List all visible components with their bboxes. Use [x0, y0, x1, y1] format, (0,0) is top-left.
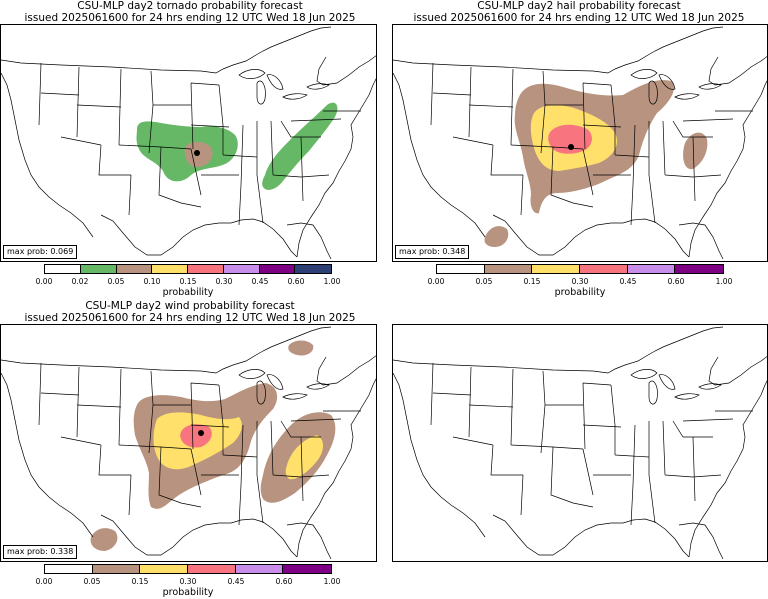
tornado-colorbar-segment: [152, 265, 188, 273]
tornado-colorbar-tick: 0.15: [179, 277, 197, 286]
tornado-max-marker: [194, 150, 200, 156]
tornado-title-line1: CSU-MLP day2 tornado probability forecas…: [77, 0, 303, 12]
wind-prob-area-005c: [288, 340, 314, 356]
wind-colorbar-label: probability: [162, 587, 214, 598]
tornado-colorbar-segment: [295, 265, 331, 273]
wind-colorbar-tick: 0.05: [83, 577, 101, 586]
hail-colorbar-tick: 0.00: [427, 277, 445, 286]
tornado-colorbar-ticks: 0.00 0.02 0.05 0.10 0.15 0.30 0.45 0.60 1.00: [36, 277, 341, 287]
hail-colorbar: [436, 264, 724, 274]
hail-panel: CSU-MLP day2 hail probability forecast i…: [390, 0, 768, 300]
tornado-colorbar-tick: 0.45: [251, 277, 269, 286]
hail-max-prob: max prob: 0.348: [395, 245, 470, 259]
tornado-colorbar-tick: 0.05: [107, 277, 125, 286]
hail-colorbar-segment: [627, 265, 676, 273]
tornado-colorbar-tick: 0.60: [287, 277, 305, 286]
tornado-max-prob: max prob: 0.069: [3, 245, 78, 259]
wind-colorbar-segment: [45, 565, 93, 573]
hail-colorbar-segment: [579, 265, 628, 273]
hail-prob-area-005b: [683, 132, 708, 170]
hail-colorbar-tick: 0.05: [475, 277, 493, 286]
hail-colorbar-label: probability: [554, 287, 606, 298]
wind-colorbar-segment: [92, 565, 141, 573]
hail-title-line1: CSU-MLP day2 hail probability forecast: [477, 0, 681, 12]
empty-map: [392, 324, 768, 562]
wind-colorbar-tick: 0.00: [35, 577, 53, 586]
wind-panel: CSU-MLP day2 wind probability forecast i…: [0, 300, 380, 599]
wind-colorbar-ticks: 0.00 0.05 0.15 0.30 0.45 0.60 1.00: [36, 577, 341, 587]
tornado-colorbar-segment: [188, 265, 224, 273]
empty-panel: [390, 300, 768, 599]
hail-colorbar-segment: [532, 265, 580, 273]
hail-colorbar-segment: [675, 265, 723, 273]
wind-title-line2: issued 2025061600 for 24 hrs ending 12 U…: [24, 312, 356, 324]
tornado-prob-area-002b: [262, 102, 338, 190]
hail-map: max prob: 0.348: [392, 24, 768, 262]
hail-colorbar-tick: 0.60: [667, 277, 685, 286]
hail-colorbar-tick: 0.15: [523, 277, 541, 286]
hail-colorbar-tick: 0.45: [619, 277, 637, 286]
tornado-colorbar-tick: 0.02: [71, 277, 89, 286]
hail-colorbar-segment: [437, 265, 485, 273]
wind-title-line1: CSU-MLP day2 wind probability forecast: [85, 300, 295, 312]
hail-max-marker: [568, 144, 574, 150]
wind-colorbar-tick: 0.30: [179, 577, 197, 586]
wind-prob-area-015b: [285, 435, 323, 480]
tornado-colorbar-segment: [116, 265, 153, 273]
hail-colorbar-tick: 0.30: [571, 277, 589, 286]
tornado-map: max prob: 0.069: [0, 24, 377, 262]
tornado-colorbar-segment: [45, 265, 81, 273]
tornado-colorbar-segment: [223, 265, 260, 273]
wind-colorbar-tick: 0.60: [275, 577, 293, 586]
wind-colorbar-segment: [283, 565, 331, 573]
wind-prob-area-005d: [90, 528, 118, 551]
wind-map: max prob: 0.338: [0, 324, 377, 562]
wind-colorbar-tick: 1.00: [323, 577, 341, 586]
wind-max-prob: max prob: 0.338: [3, 545, 78, 559]
hail-colorbar-ticks: 0.00 0.05 0.15 0.30 0.45 0.60 1.00: [428, 277, 733, 287]
tornado-colorbar-tick: 1.00: [323, 277, 341, 286]
hail-title-line2: issued 2025061600 for 24 hrs ending 12 U…: [413, 12, 745, 24]
tornado-colorbar: [44, 264, 332, 274]
tornado-colorbar-segment: [259, 265, 296, 273]
hail-prob-area-030: [548, 124, 592, 154]
tornado-colorbar-tick: 0.30: [215, 277, 233, 286]
tornado-panel: CSU-MLP day2 tornado probability forecas…: [0, 0, 380, 300]
wind-max-marker: [198, 430, 204, 436]
tornado-title-line2: issued 2025061600 for 24 hrs ending 12 U…: [24, 12, 356, 24]
wind-colorbar-segment: [187, 565, 236, 573]
wind-colorbar-segment: [140, 565, 188, 573]
wind-colorbar-tick: 0.45: [227, 577, 245, 586]
wind-colorbar-segment: [235, 565, 284, 573]
tornado-colorbar-segment: [80, 265, 117, 273]
wind-colorbar: [44, 564, 332, 574]
tornado-colorbar-tick: 0.10: [143, 277, 161, 286]
hail-colorbar-tick: 1.00: [715, 277, 733, 286]
wind-prob-area-030: [180, 424, 212, 448]
tornado-colorbar-tick: 0.00: [35, 277, 53, 286]
wind-colorbar-tick: 0.15: [131, 577, 149, 586]
tornado-colorbar-label: probability: [162, 287, 214, 298]
hail-colorbar-segment: [484, 265, 533, 273]
hail-prob-area-005c: [484, 226, 509, 247]
